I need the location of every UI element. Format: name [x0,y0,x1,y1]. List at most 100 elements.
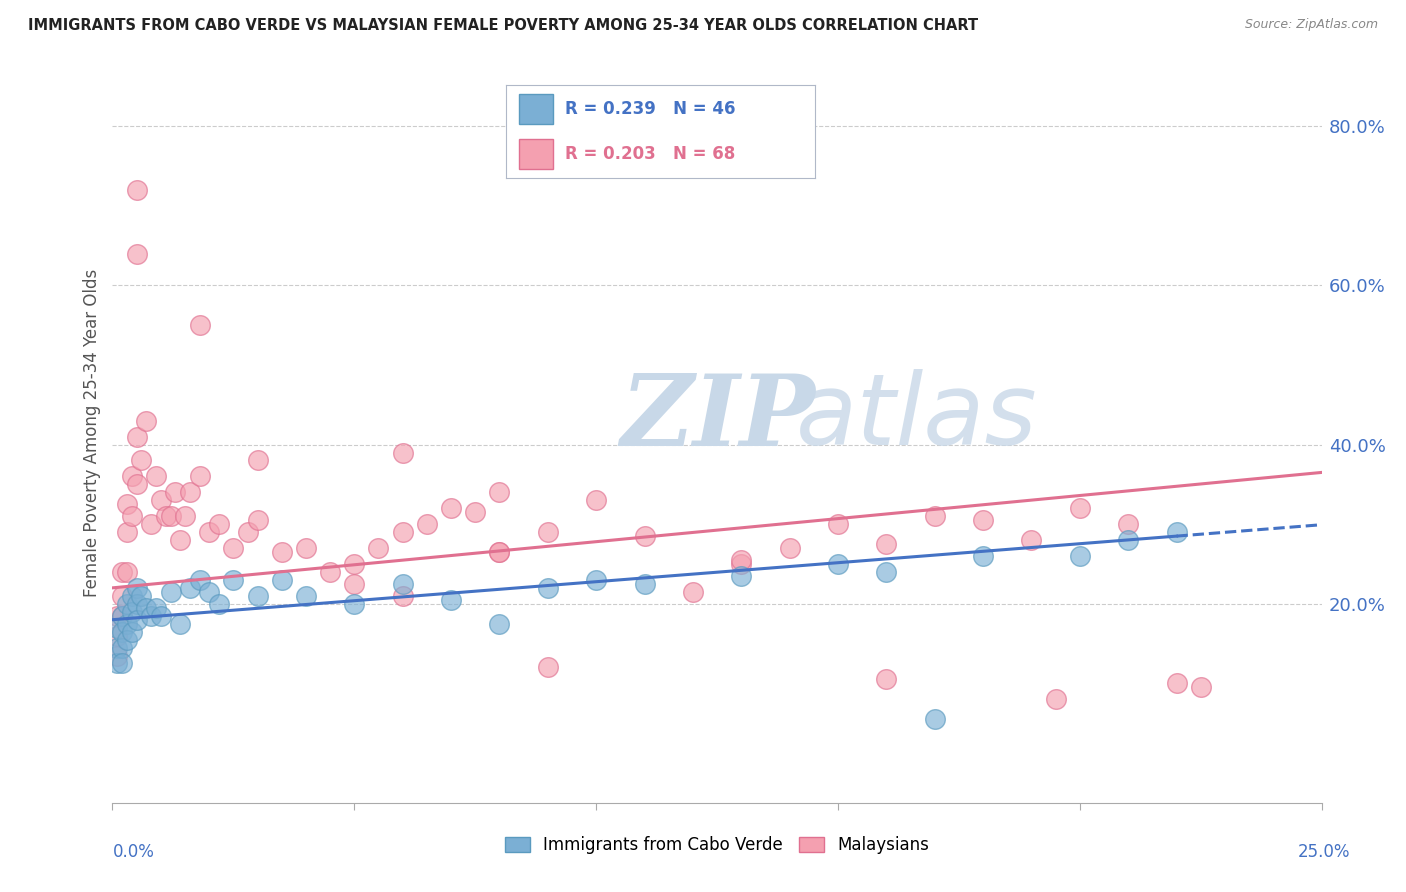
Point [111,657,134,671]
Point [730,553,752,567]
Point [121,469,143,483]
Point [149,608,172,623]
Point [682,584,704,599]
Point [125,613,148,627]
Point [270,545,292,559]
Text: R = 0.203   N = 68: R = 0.203 N = 68 [565,145,735,163]
Point [222,573,245,587]
Point [391,589,413,603]
Point [488,616,510,631]
Point [174,509,197,524]
Point [972,549,994,563]
Point [208,597,231,611]
Point [488,485,510,500]
Point [105,608,128,623]
Point [105,648,128,663]
Point [149,493,172,508]
Point [135,600,157,615]
Point [464,505,486,519]
Point [125,246,148,260]
Point [367,541,389,555]
Text: 25.0%: 25.0% [1298,843,1350,861]
Point [416,517,439,532]
Point [1189,681,1212,695]
Point [145,469,167,483]
Legend: Immigrants from Cabo Verde, Malaysians: Immigrants from Cabo Verde, Malaysians [498,830,936,861]
Point [537,581,560,595]
Point [141,608,163,623]
Point [343,577,366,591]
Bar [519,95,553,124]
Point [121,624,143,639]
Point [165,485,187,500]
Text: atlas: atlas [796,369,1038,467]
Point [585,493,607,508]
Point [125,429,148,443]
Point [198,525,221,540]
Point [188,318,211,333]
Point [188,573,211,587]
Point [972,513,994,527]
Point [875,565,897,579]
Point [440,501,463,516]
Point [730,569,752,583]
Point [169,533,191,547]
Point [319,565,342,579]
Point [169,616,191,631]
Point [131,453,153,467]
Point [924,712,946,726]
Point [779,541,801,555]
Point [115,565,138,579]
Point [131,589,153,603]
Point [295,541,318,555]
Point [155,509,177,524]
Point [121,605,143,619]
Point [111,565,134,579]
Text: ZIP: ZIP [620,369,815,466]
Point [440,592,463,607]
Point [121,589,143,603]
Point [246,589,269,603]
Point [111,608,134,623]
Text: R = 0.239   N = 46: R = 0.239 N = 46 [565,100,735,118]
Point [135,414,157,428]
Point [179,581,201,595]
Point [633,529,655,543]
Point [115,632,138,647]
Point [537,525,560,540]
Point [125,597,148,611]
Point [111,640,134,655]
Y-axis label: Female Poverty Among 25-34 Year Olds: Female Poverty Among 25-34 Year Olds [83,268,101,597]
Point [159,509,181,524]
Point [179,485,201,500]
Text: IMMIGRANTS FROM CABO VERDE VS MALAYSIAN FEMALE POVERTY AMONG 25-34 YEAR OLDS COR: IMMIGRANTS FROM CABO VERDE VS MALAYSIAN … [28,18,979,33]
Point [105,621,128,635]
Point [115,616,138,631]
Point [537,660,560,674]
Point [488,545,510,559]
Point [1116,517,1139,532]
Point [111,624,134,639]
Point [159,584,181,599]
Point [222,541,245,555]
Point [270,573,292,587]
Point [1116,533,1139,547]
Text: Source: ZipAtlas.com: Source: ZipAtlas.com [1244,18,1378,31]
Point [198,584,221,599]
Point [1069,501,1091,516]
Point [125,183,148,197]
Point [125,477,148,491]
Point [105,629,128,643]
Text: 0.0%: 0.0% [112,843,155,861]
Point [924,509,946,524]
Point [111,608,134,623]
Point [875,537,897,551]
Point [875,673,897,687]
Point [391,577,413,591]
Point [115,597,138,611]
Point [105,640,128,655]
Point [125,581,148,595]
Point [115,497,138,511]
Point [1166,525,1188,540]
Point [236,525,259,540]
